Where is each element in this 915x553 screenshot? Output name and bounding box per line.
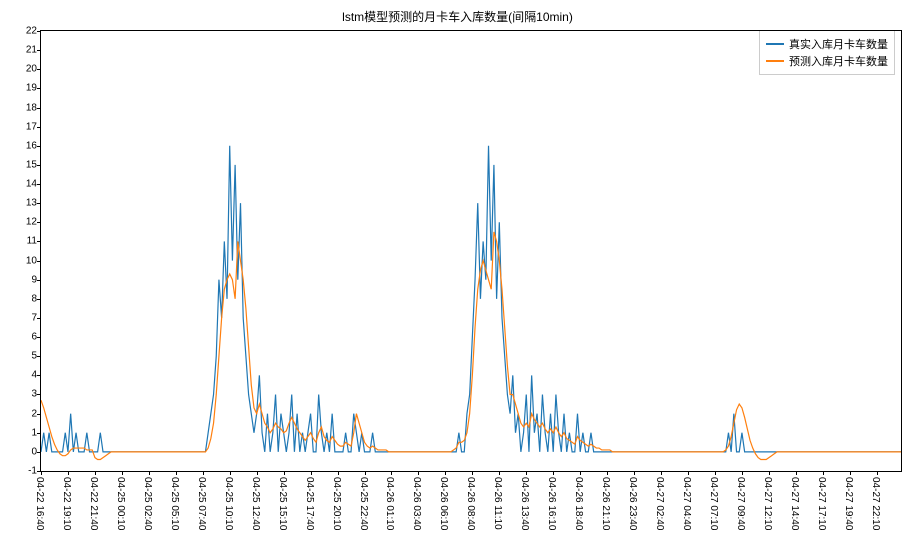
x-tick-mark [230, 471, 231, 475]
x-tick-label: 04-26 03:40 [411, 477, 422, 530]
x-tick-label: 04-25 00:10 [115, 477, 126, 530]
x-tick-mark [769, 471, 770, 475]
x-tick-label: 04-26 11:10 [492, 477, 503, 530]
x-tick-label: 04-25 17:40 [304, 477, 315, 530]
y-tick-mark [37, 280, 41, 281]
x-tick-mark [41, 471, 42, 475]
chart-container: lstm模型预测的月卡车入库数量(间隔10min) 真实入库月卡车数量 预测入库… [0, 0, 915, 553]
y-tick-mark [37, 414, 41, 415]
x-tick-mark [877, 471, 878, 475]
x-tick-label: 04-26 06:10 [438, 477, 449, 530]
x-tick-mark [445, 471, 446, 475]
x-tick-label: 04-26 18:40 [573, 477, 584, 530]
x-tick-label: 04-27 12:10 [762, 477, 773, 530]
x-tick-mark [796, 471, 797, 475]
x-tick-mark [742, 471, 743, 475]
x-tick-label: 04-26 08:40 [465, 477, 476, 530]
x-tick-label: 04-27 02:40 [654, 477, 665, 530]
x-tick-mark [553, 471, 554, 475]
x-tick-mark [607, 471, 608, 475]
y-tick-mark [37, 69, 41, 70]
x-tick-label: 04-26 13:40 [519, 477, 530, 530]
x-tick-label: 04-25 12:40 [250, 477, 261, 530]
x-tick-label: 04-25 02:40 [142, 477, 153, 530]
x-tick-mark [149, 471, 150, 475]
y-tick-mark [37, 222, 41, 223]
y-tick-mark [37, 146, 41, 147]
x-tick-label: 04-22 16:40 [34, 477, 45, 530]
x-tick-label: 04-27 14:40 [789, 477, 800, 530]
x-tick-label: 04-25 07:40 [196, 477, 207, 530]
x-tick-mark [257, 471, 258, 475]
series-predicted-line [41, 232, 901, 460]
x-tick-mark [176, 471, 177, 475]
x-tick-mark [688, 471, 689, 475]
x-tick-mark [391, 471, 392, 475]
x-tick-mark [472, 471, 473, 475]
x-tick-label: 04-26 01:10 [384, 477, 395, 530]
y-tick-mark [37, 337, 41, 338]
y-tick-mark [37, 31, 41, 32]
x-tick-mark [338, 471, 339, 475]
y-tick-mark [37, 299, 41, 300]
y-tick-mark [37, 433, 41, 434]
x-tick-label: 04-25 22:40 [358, 477, 369, 530]
x-tick-mark [122, 471, 123, 475]
x-tick-mark [850, 471, 851, 475]
y-tick-mark [37, 184, 41, 185]
chart-title: lstm模型预测的月卡车入库数量(间隔10min) [0, 8, 915, 25]
chart-svg [41, 31, 901, 471]
x-tick-mark [580, 471, 581, 475]
y-tick-mark [37, 318, 41, 319]
y-tick-mark [37, 261, 41, 262]
x-tick-label: 04-27 22:10 [870, 477, 881, 530]
y-tick-mark [37, 452, 41, 453]
y-tick-mark [37, 88, 41, 89]
x-tick-mark [311, 471, 312, 475]
x-tick-label: 04-22 21:40 [88, 477, 99, 530]
x-tick-mark [715, 471, 716, 475]
y-tick-mark [37, 127, 41, 128]
x-tick-label: 04-27 07:10 [708, 477, 719, 530]
x-tick-label: 04-27 09:40 [735, 477, 746, 530]
x-tick-mark [661, 471, 662, 475]
x-tick-mark [499, 471, 500, 475]
y-tick-mark [37, 108, 41, 109]
y-tick-mark [37, 375, 41, 376]
x-tick-label: 04-26 23:40 [627, 477, 638, 530]
x-tick-mark [68, 471, 69, 475]
x-tick-mark [95, 471, 96, 475]
x-tick-mark [203, 471, 204, 475]
y-tick-mark [37, 356, 41, 357]
x-tick-mark [418, 471, 419, 475]
x-tick-label: 04-27 17:10 [816, 477, 827, 530]
y-tick-mark [37, 50, 41, 51]
x-tick-label: 04-26 21:10 [600, 477, 611, 530]
y-tick-mark [37, 241, 41, 242]
x-tick-label: 04-22 19:10 [61, 477, 72, 530]
x-tick-mark [284, 471, 285, 475]
x-tick-label: 04-25 05:10 [169, 477, 180, 530]
plot-area: -101234567891011121314151617181920212204… [40, 30, 902, 472]
x-tick-mark [823, 471, 824, 475]
y-tick-mark [37, 203, 41, 204]
x-tick-mark [526, 471, 527, 475]
y-tick-mark [37, 165, 41, 166]
x-tick-label: 04-27 04:40 [681, 477, 692, 530]
x-tick-mark [634, 471, 635, 475]
y-tick-mark [37, 394, 41, 395]
x-tick-label: 04-27 19:40 [843, 477, 854, 530]
x-tick-mark [365, 471, 366, 475]
x-tick-label: 04-26 16:10 [546, 477, 557, 530]
x-tick-label: 04-25 10:10 [223, 477, 234, 530]
x-tick-label: 04-25 15:10 [277, 477, 288, 530]
series-actual-line [41, 146, 901, 452]
x-tick-label: 04-25 20:10 [331, 477, 342, 530]
